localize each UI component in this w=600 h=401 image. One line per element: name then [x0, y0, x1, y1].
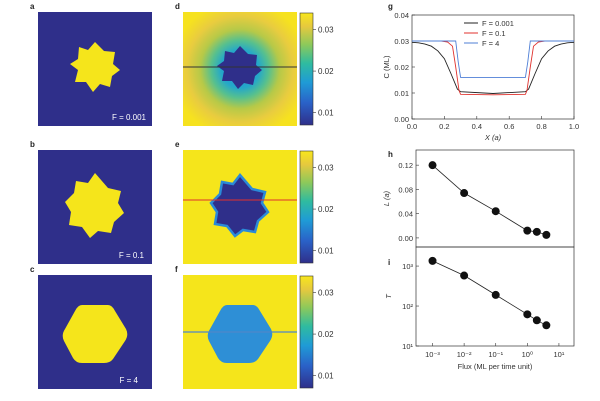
flux-label-c: F = 4	[119, 376, 138, 385]
y-tick-label: 0.12	[398, 161, 413, 170]
legend-label-3: F = 4	[482, 39, 499, 48]
crystal-panel-c: F = 4	[38, 275, 152, 389]
x-tick-label: 10⁻¹	[488, 350, 503, 359]
y-axis-label-h: L (a)	[382, 190, 391, 206]
concentration-field-d	[183, 12, 297, 126]
profile-line-chart: 0.0 0.2 0.4 0.6 0.8 1.0 0.00 0.01 0.02 0.03 0.04 X …	[382, 11, 579, 142]
legend-label-2: F = 0.1	[482, 29, 506, 38]
y-tick-label: 0.08	[398, 185, 413, 194]
colorbar-tick-label: 0.01	[318, 247, 334, 256]
colorbar-gradient	[299, 150, 314, 264]
data-point-i	[491, 290, 500, 299]
panel-label-d: d	[175, 2, 180, 11]
x-tick-label: 0.8	[536, 122, 546, 131]
colorbar-f: 0.03 0.02 0.01	[299, 275, 334, 389]
y-tick-label: 0.02	[394, 63, 409, 72]
colorbar-tick-label: 0.03	[318, 164, 334, 173]
concentration-field-f	[183, 305, 297, 363]
legend-label-1: F = 0.001	[482, 19, 514, 28]
data-point-h	[428, 161, 437, 170]
crystal-panel-b: F = 0.1	[38, 150, 152, 264]
colorbar-d: 0.03 0.02 0.01	[299, 12, 334, 126]
hexagon-crystal-shape	[62, 305, 128, 363]
series-line-2	[412, 40, 574, 96]
data-point-i	[460, 271, 469, 280]
panel-label-b: b	[30, 140, 35, 149]
data-point-h	[523, 226, 532, 235]
x-tick-label: 10⁻³	[425, 350, 440, 359]
panel-label-g: g	[388, 2, 393, 11]
y-tick-label: 0.04	[394, 11, 409, 20]
data-point-i	[523, 310, 532, 319]
snowflake-crystal-shape	[70, 42, 120, 92]
colorbar-tick-label: 0.03	[318, 289, 334, 298]
flux-label-a: F = 0.001	[111, 113, 146, 122]
plot-frame-h	[415, 149, 575, 248]
data-point-h	[491, 207, 500, 216]
colorbar-gradient	[299, 275, 314, 389]
dendrite-crystal-shape	[65, 173, 124, 238]
panel-label-a: a	[30, 2, 35, 11]
concentration-field-e	[183, 173, 297, 238]
data-point-h	[460, 189, 469, 198]
colorbar-tick-label: 0.03	[318, 26, 334, 35]
flux-label-b: F = 0.1	[118, 251, 144, 260]
concentration-map-e	[183, 150, 297, 264]
x-tick-label: 1.0	[569, 122, 579, 131]
colorbar-tick-label: 0.02	[318, 67, 334, 76]
y-axis-label: C (ML)	[382, 55, 391, 78]
y-tick-label: 0.00	[398, 234, 413, 243]
concentration-map-f	[183, 275, 297, 389]
colorbar-tick-label: 0.02	[318, 205, 334, 214]
data-point-i	[542, 321, 551, 330]
panel-label-h: h	[388, 150, 393, 159]
y-tick-label: 0.01	[394, 89, 409, 98]
data-point-h	[542, 230, 551, 239]
x-axis-label: X (a)	[484, 133, 502, 142]
series-line-3	[412, 40, 574, 78]
y-tick-label: 0.04	[398, 210, 413, 219]
colorbar-gradient	[299, 12, 314, 126]
x-tick-label: 10¹	[554, 350, 565, 359]
x-axis-label-i: Flux (ML per time unit)	[458, 362, 533, 371]
colorbar-tick-label: 0.01	[318, 372, 334, 381]
plot-frame-i	[415, 246, 575, 347]
concentration-map-d	[183, 12, 297, 126]
y-tick-label: 0.03	[394, 37, 409, 46]
y-tick-label: 10²	[402, 302, 413, 311]
y-tick-label: 10¹	[402, 342, 413, 351]
x-tick-label: 10⁻²	[457, 350, 472, 359]
panel-label-c: c	[30, 265, 35, 274]
panel-label-i: i	[388, 258, 391, 267]
x-tick-label: 0.6	[504, 122, 514, 131]
x-tick-label: 10⁰	[522, 350, 533, 359]
panel-label-f: f	[175, 265, 178, 274]
panel-label-e: e	[175, 140, 180, 149]
colorbar-tick-label: 0.02	[318, 330, 334, 339]
trend-line-h	[432, 164, 547, 236]
series-line-1	[411, 41, 575, 94]
data-point-i	[428, 256, 437, 265]
colorbar-tick-label: 0.01	[318, 109, 334, 118]
flux-scatter-charts: 0.00 0.04 0.08 0.12 L (a) 10³ 10² 10¹ 10⁻³ 10⁻² 10…	[382, 149, 575, 371]
crystal-panel-a: F = 0.001	[38, 12, 152, 126]
x-tick-label: 0.0	[407, 122, 417, 131]
data-point-i	[532, 316, 541, 325]
y-axis-label-i: T	[384, 293, 393, 299]
y-tick-label: 10³	[402, 262, 413, 271]
data-point-h	[532, 227, 541, 236]
y-tick-label: 0.00	[394, 115, 409, 124]
x-tick-label: 0.2	[439, 122, 449, 131]
colorbar-e: 0.03 0.02 0.01	[299, 150, 334, 264]
x-tick-label: 0.4	[472, 122, 482, 131]
